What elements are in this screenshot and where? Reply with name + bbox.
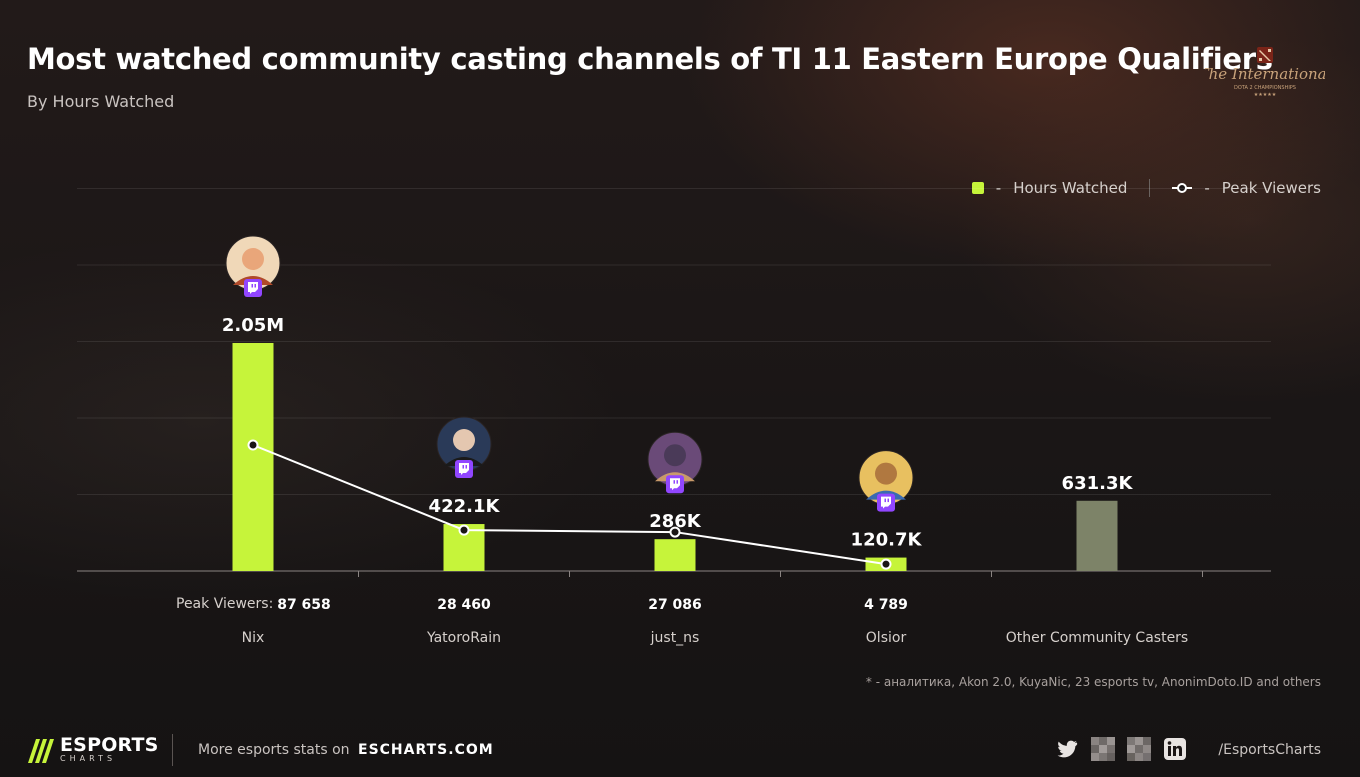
peak-point (458, 524, 470, 536)
category-label: Nix (242, 630, 265, 646)
twitch-eye (887, 498, 889, 503)
svg-text:The International: The International (1205, 65, 1325, 83)
peak-value-label: 27 086 (648, 597, 702, 613)
avatar-face (242, 248, 264, 270)
esports-charts-logo-icon (28, 739, 54, 763)
twitch-eye (251, 284, 253, 288)
peak-point (669, 526, 681, 538)
legend-hours-label: Hours Watched (1013, 179, 1128, 197)
peak-viewers-line (252, 444, 887, 566)
svg-text:★★★★★: ★★★★★ (1254, 92, 1277, 98)
category-label: just_ns (650, 630, 700, 646)
pixelated-icon[interactable] (1127, 737, 1151, 761)
footnote: * - аналитика, Akon 2.0, KuyaNic, 23 esp… (865, 675, 1321, 689)
footer-divider (172, 734, 173, 766)
social-links (1055, 737, 1199, 761)
legend-separator (1149, 179, 1151, 197)
twitch-eye (465, 465, 467, 469)
bar (1076, 500, 1118, 571)
more-stats-label: More esports stats on (198, 742, 350, 758)
pixelated-icon[interactable] (1091, 737, 1115, 761)
chart-title: Most watched community casting channels … (27, 42, 1273, 76)
site-link[interactable]: ESCHARTS.COM (358, 742, 494, 758)
twitch-eye (462, 465, 464, 469)
esports-charts-brand[interactable]: ESPORTS CHARTS (26, 733, 159, 767)
legend-peak-line-icon (1172, 183, 1193, 193)
twitch-eye (673, 480, 675, 484)
category-label: Other Community Casters (1006, 630, 1188, 646)
peak-value-label: 4 789 (864, 597, 908, 613)
brand-name: ESPORTS (60, 734, 159, 756)
bar-value-label: 286K (649, 511, 702, 532)
linkedin-icon[interactable] (1163, 737, 1187, 761)
brand-wordmark: ESPORTS CHARTS (60, 736, 159, 764)
bar-value-label: 2.05M (222, 315, 284, 336)
peak-point (880, 558, 892, 570)
peak-value-label: 28 460 (437, 597, 491, 613)
peak-value-label: 87 658 (277, 597, 331, 613)
bar (654, 539, 696, 571)
social-handle[interactable]: /EsportsCharts (1218, 742, 1321, 758)
more-stats-text: More esports stats on ESCHARTS.COM (198, 742, 494, 758)
twitch-eye (254, 284, 256, 288)
twitter-icon[interactable] (1055, 737, 1079, 761)
bar-value-label: 120.7K (851, 530, 923, 551)
legend-dash: - (996, 179, 1001, 197)
legend: - Hours Watched - Peak Viewers (971, 179, 1321, 197)
svg-text:DOTA 2 CHAMPIONSHIPS: DOTA 2 CHAMPIONSHIPS (1234, 85, 1296, 91)
peak-viewers-caption: Peak Viewers: (176, 596, 274, 612)
category-label: Olsior (866, 630, 907, 646)
brand-sub: CHARTS (60, 754, 117, 763)
twitch-eye (676, 480, 678, 484)
bar-value-label: 422.1K (429, 496, 501, 517)
legend-dash: - (1204, 179, 1209, 197)
avatar-face (453, 429, 475, 452)
category-label: YatoroRain (426, 630, 501, 646)
legend-hours-swatch (971, 182, 984, 194)
peak-point (247, 439, 259, 451)
avatar-face (875, 462, 897, 485)
twitch-eye (884, 498, 886, 503)
bar-value-label: 631.3K (1062, 473, 1134, 494)
legend-peak-label: Peak Viewers (1221, 179, 1321, 197)
bar (232, 343, 274, 571)
chart-subtitle: By Hours Watched (27, 92, 175, 111)
the-international-logo: The International DOTA 2 CHAMPIONSHIPS ★… (1205, 47, 1325, 98)
avatar-face (664, 444, 686, 467)
